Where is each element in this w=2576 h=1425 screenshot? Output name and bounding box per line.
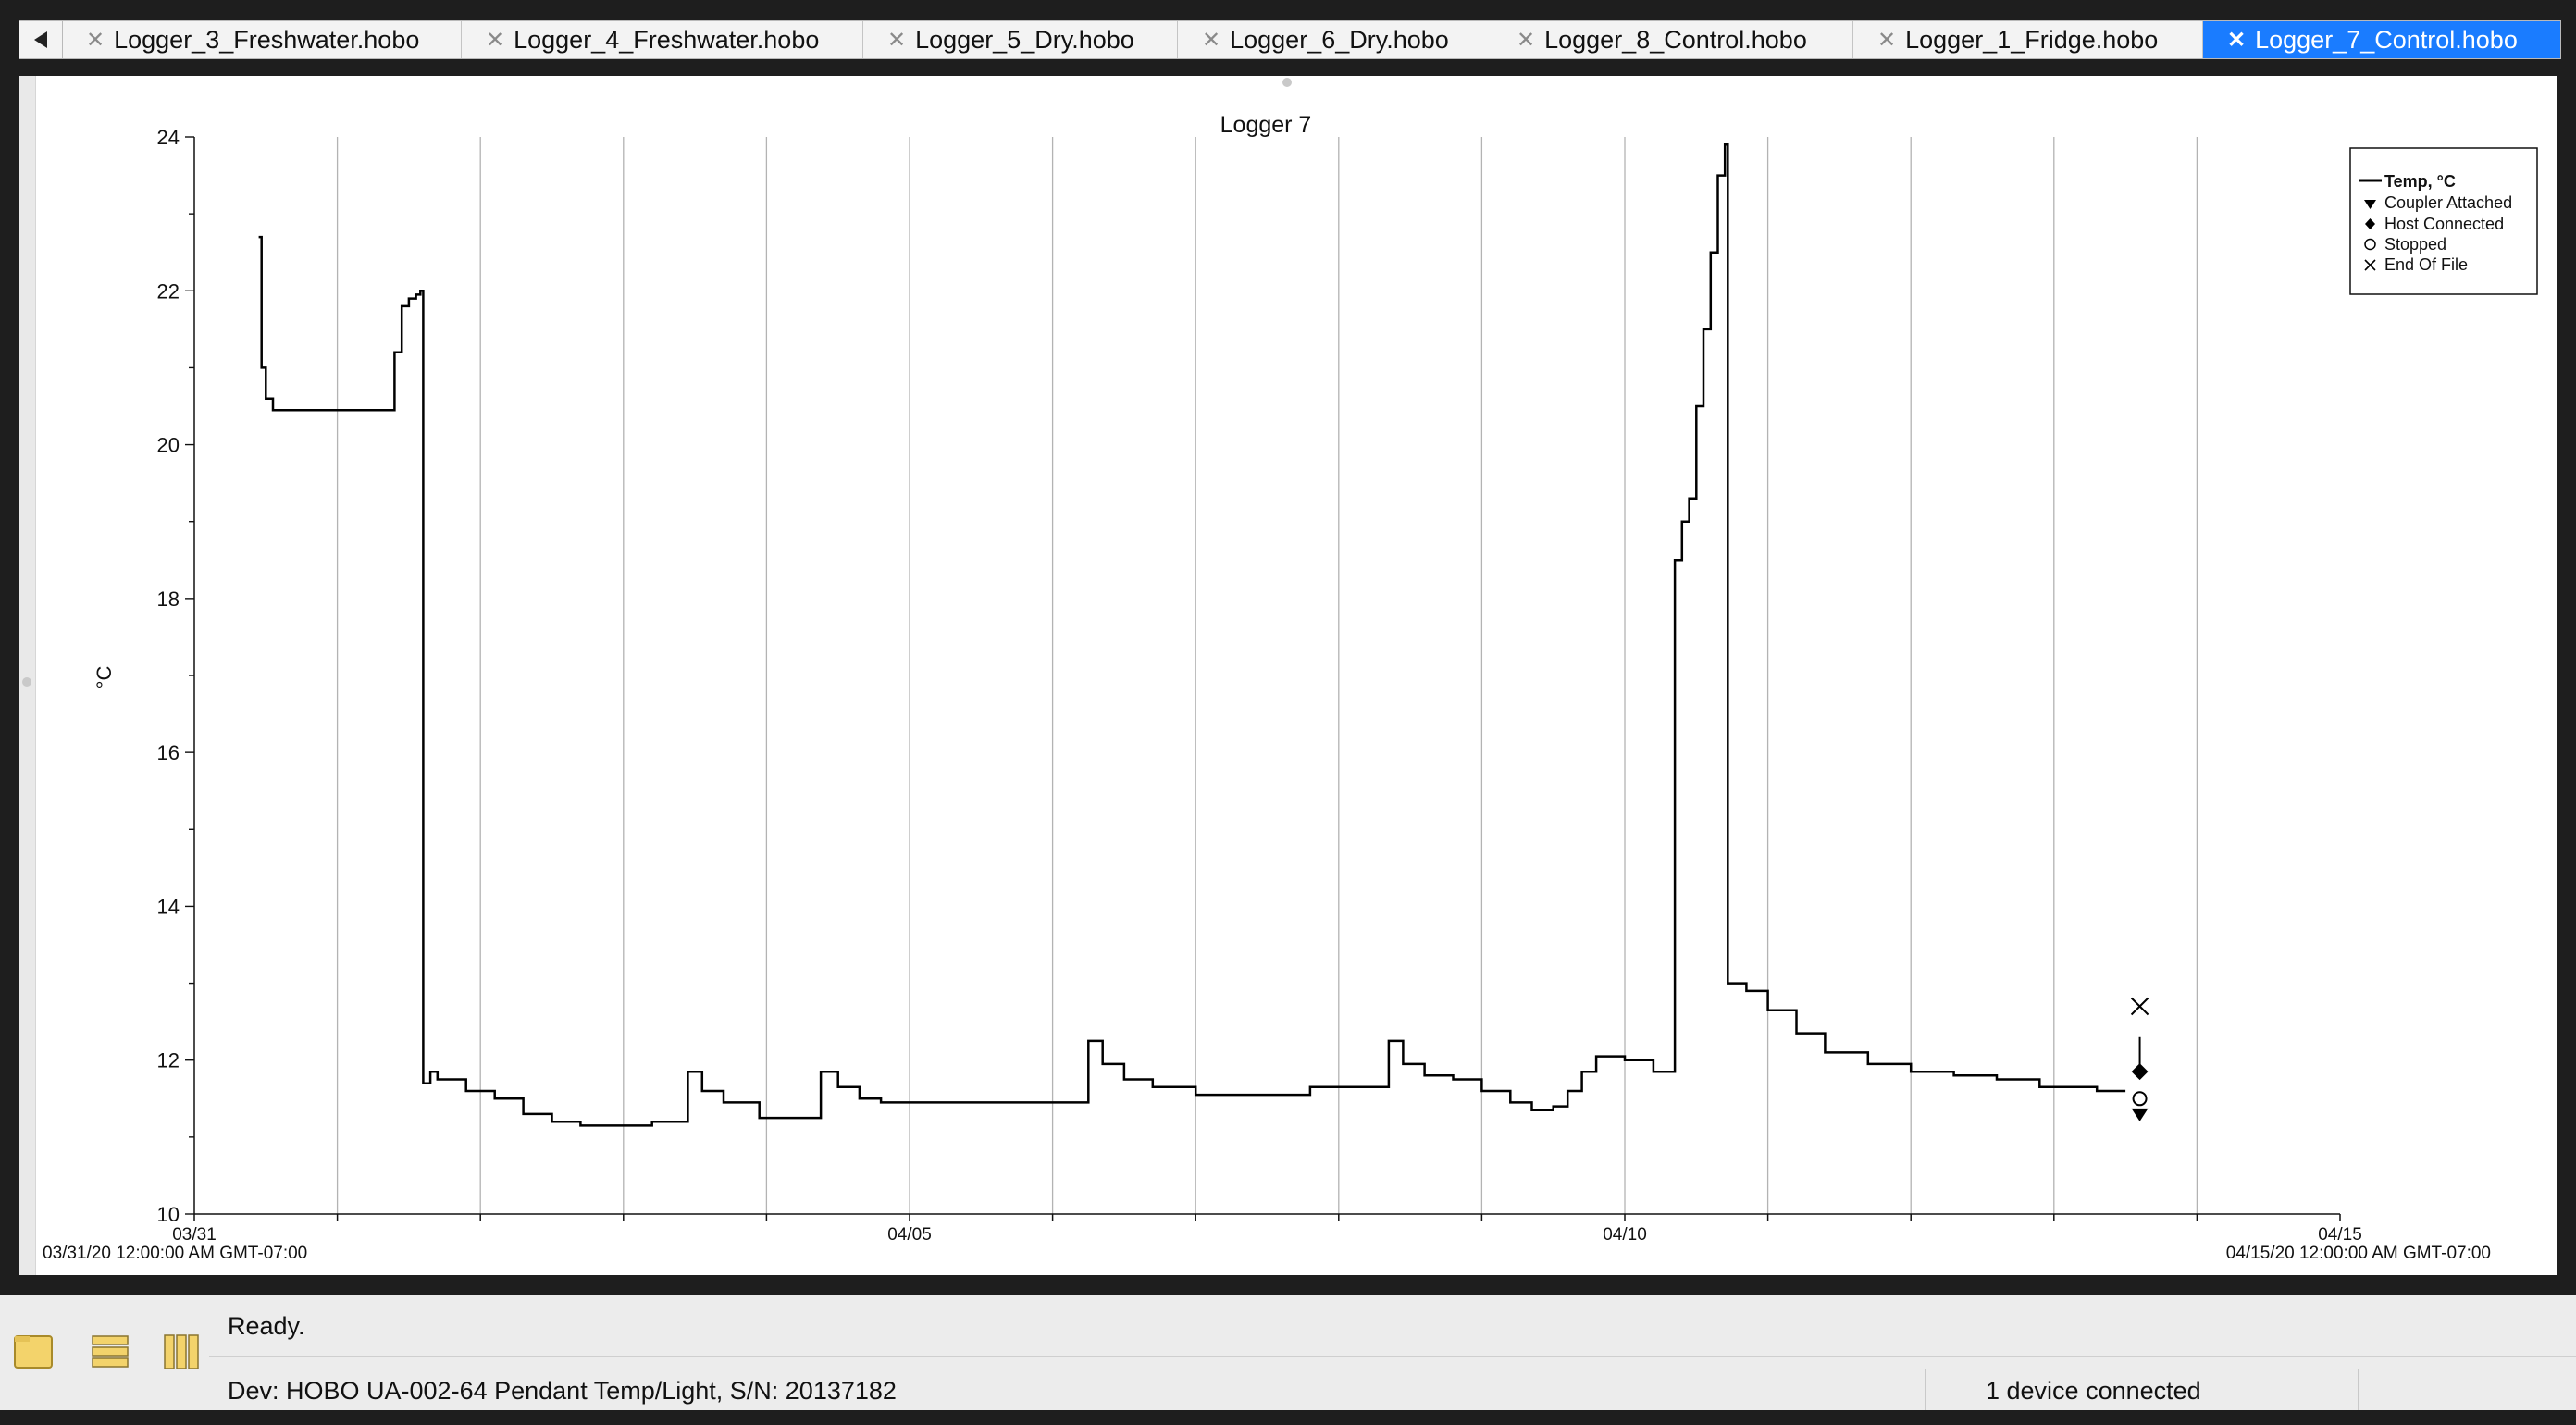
close-tab-icon[interactable]: ✕ [486,27,505,53]
y-axis-label: °C [93,666,116,689]
y-tick-label: 16 [157,741,180,764]
window-bottom-edge [0,1410,2576,1425]
status-divider [1925,1369,1926,1410]
legend-label-eof: End Of File [2384,255,2468,274]
legend-label-host: Host Connected [2384,215,2504,233]
tab-label: Logger_6_Dry.hobo [1230,25,1449,54]
y-tick-label: 24 [157,126,180,149]
folder-icon[interactable] [13,1332,56,1371]
tab-label: Logger_3_Freshwater.hobo [114,25,420,54]
end-of-file-icon [2364,259,2376,271]
graph-panel: Logger 7 °C 10 12 14 16 18 20 22 24 03/31 04/05 0… [19,76,2557,1275]
x-tick-label: 04/15 [2318,1225,2362,1245]
tab-logger-6-dry[interactable]: ✕ Logger_6_Dry.hobo [1178,21,1492,58]
x-tick-label: 04/10 [1603,1225,1647,1245]
event-markers [2130,997,2149,1121]
tab-logger-5-dry[interactable]: ✕ Logger_5_Dry.hobo [863,21,1178,58]
tab-logger-1-fridge[interactable]: ✕ Logger_1_Fridge.hobo [1853,21,2203,58]
tab-label: Logger_8_Control.hobo [1544,25,1807,54]
y-tick-label: 10 [157,1203,180,1226]
tab-logger-4-freshwater[interactable]: ✕ Logger_4_Freshwater.hobo [462,21,863,58]
vertical-gridlines [336,137,2198,1214]
stopped-marker [2132,1091,2148,1107]
legend-label-stopped: Stopped [2384,235,2446,254]
stopped-icon [2364,238,2376,251]
tab-label: Logger_7_Control.hobo [2255,25,2518,54]
tab-logger-8-control[interactable]: ✕ Logger_8_Control.hobo [1492,21,1853,58]
status-divider [209,1356,2576,1357]
close-tab-icon[interactable]: ✕ [1517,27,1536,53]
host-connected-icon [2365,218,2375,229]
tab-label: Logger_4_Freshwater.hobo [514,25,820,54]
coupler-attached-marker [2131,1108,2149,1121]
legend-label-coupler: Coupler Attached [2384,193,2512,212]
coupler-attached-icon [2364,200,2376,209]
tab-label: Logger_1_Fridge.hobo [1905,25,2159,54]
host-connected-marker [2131,1063,2149,1081]
tab-logger-3-freshwater[interactable]: ✕ Logger_3_Freshwater.hobo [62,21,462,58]
chart-title: Logger 7 [1220,112,1312,138]
y-tick-label: 22 [157,279,180,303]
tab-logger-7-control[interactable]: ✕ Logger_7_Control.hobo [2203,21,2560,58]
close-tab-icon[interactable]: ✕ [1202,27,1221,53]
splitter-grip-icon[interactable] [1282,78,1292,87]
close-tab-icon[interactable]: ✕ [86,27,105,53]
device-info: Dev: HOBO UA-002-64 Pendant Temp/Light, … [228,1377,897,1405]
left-splitter[interactable] [19,76,36,1275]
x-ticks: 03/31 04/05 04/10 04/15 [172,1214,2362,1245]
axes [193,137,2340,1215]
device-count: 1 device connected [1986,1377,2201,1405]
x-range-end-label: 04/15/20 12:00:00 AM GMT-07:00 [2226,1244,2491,1263]
legend-label-temp: Temp, °C [2384,172,2456,191]
close-tab-icon[interactable]: ✕ [1877,27,1897,53]
status-message: Ready. [228,1312,305,1340]
x-tick-label: 04/05 [887,1225,932,1245]
y-tick-label: 12 [157,1049,180,1072]
rows-view-icon[interactable] [89,1332,131,1371]
y-ticks: 10 12 14 16 18 20 22 24 [157,126,194,1226]
y-tick-label: 14 [157,895,180,918]
legend: Temp, °C Coupler Attached Host Connected… [2349,147,2538,295]
splitter-grip-icon[interactable] [22,677,31,687]
status-divider [2358,1369,2359,1410]
close-tab-icon[interactable]: ✕ [887,27,907,53]
status-bar: Ready. Dev: HOBO UA-002-64 Pendant Temp/… [0,1295,2576,1410]
tab-scroll-back-button[interactable] [19,21,63,58]
series-temp-line [258,143,2126,1127]
close-tab-icon[interactable]: ✕ [2227,27,2247,53]
tab-bar: ✕ Logger_3_Freshwater.hobo ✕ Logger_4_Fr… [19,20,2561,59]
columns-view-icon[interactable] [161,1332,204,1371]
end-of-file-marker [2130,997,2149,1016]
y-tick-label: 18 [157,588,180,611]
x-tick-label: 03/31 [172,1225,217,1245]
tab-label: Logger_5_Dry.hobo [915,25,1134,54]
y-tick-label: 20 [157,434,180,457]
x-range-start-label: 03/31/20 12:00:00 AM GMT-07:00 [43,1244,307,1263]
triangle-left-icon [34,31,47,48]
legend-box [2349,147,2538,295]
